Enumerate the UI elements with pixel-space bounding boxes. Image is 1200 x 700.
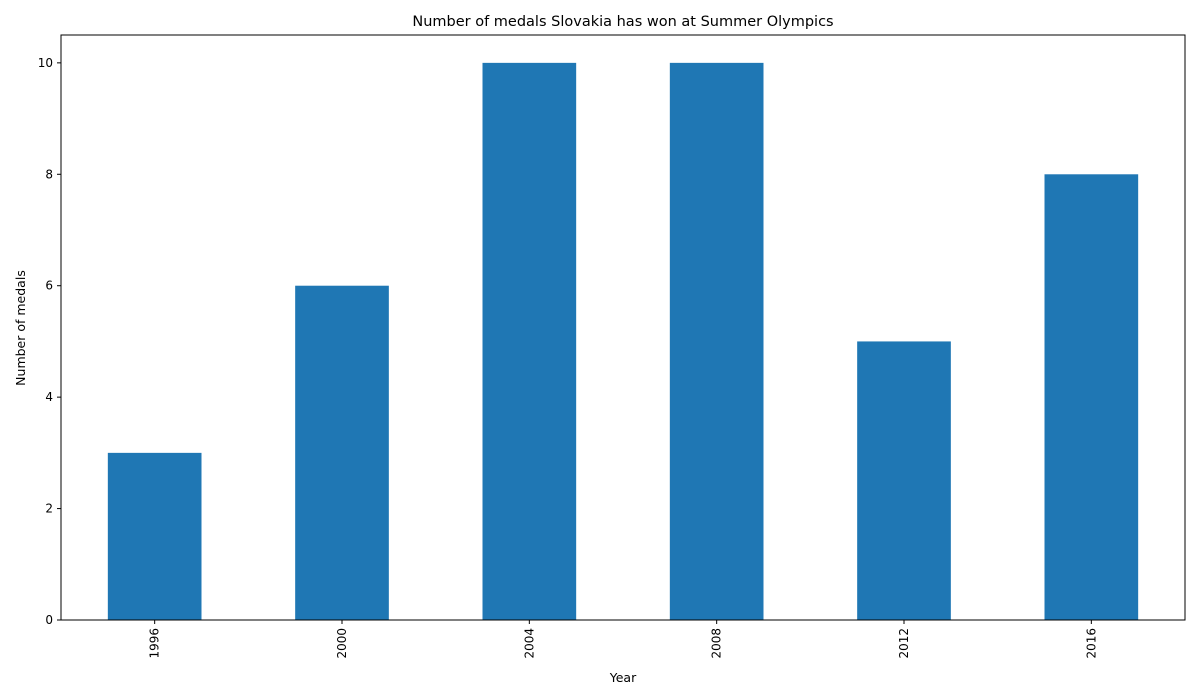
bars-group <box>107 62 1139 621</box>
bar-2004 <box>482 62 577 621</box>
x-tick-label: 2000 <box>335 628 349 659</box>
x-axis-label: Year <box>609 670 637 685</box>
x-tick-label: 2004 <box>522 628 536 659</box>
chart-title: Number of medals Slovakia has won at Sum… <box>412 14 833 30</box>
y-tick-label: 10 <box>38 56 53 70</box>
y-tick-label: 4 <box>45 390 53 404</box>
x-axis: 1996 2000 2004 2008 2012 2016 <box>148 620 1098 659</box>
x-tick-label: 2016 <box>1084 628 1098 659</box>
y-tick-label: 0 <box>45 613 53 627</box>
y-axis-label: Number of medals <box>13 270 28 386</box>
y-tick-label: 8 <box>45 167 53 181</box>
y-axis: 0 2 4 6 8 10 <box>38 56 61 627</box>
bar-2012 <box>857 341 951 620</box>
plot-area-frame <box>60 34 1186 621</box>
bar-2000 <box>295 285 389 620</box>
y-tick-label: 6 <box>45 279 53 293</box>
bar-2016 <box>1044 174 1139 621</box>
bar-2008 <box>669 62 764 621</box>
x-tick-label: 2008 <box>710 628 724 659</box>
x-tick-label: 1996 <box>148 628 162 659</box>
x-tick-label: 2012 <box>897 628 911 659</box>
y-tick-label: 2 <box>45 502 53 516</box>
bar-1996 <box>107 452 202 620</box>
